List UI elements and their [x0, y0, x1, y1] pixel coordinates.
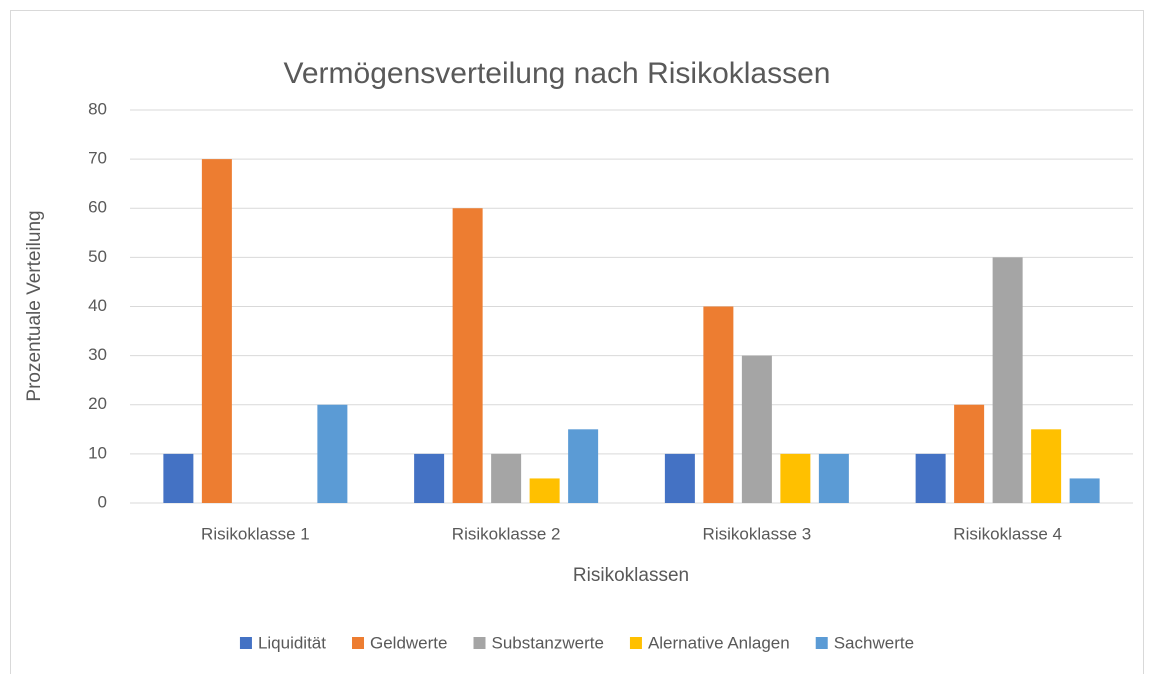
bar	[703, 306, 734, 503]
y-tick-label: 80	[88, 99, 107, 118]
y-tick-label: 20	[88, 394, 107, 413]
legend-label: Alernative Anlagen	[648, 633, 790, 652]
bar	[201, 159, 232, 503]
y-tick-label: 50	[88, 247, 107, 266]
bar	[780, 453, 811, 503]
bar	[452, 208, 483, 503]
x-tick-label: Risikoklasse 1	[201, 524, 310, 543]
y-tick-label: 70	[88, 149, 107, 168]
bar	[568, 429, 599, 503]
bar	[741, 355, 772, 503]
y-tick-label: 10	[88, 443, 107, 462]
bar	[414, 453, 445, 503]
legend-swatch	[352, 637, 365, 649]
y-tick-label: 30	[88, 345, 107, 364]
bar	[992, 257, 1023, 503]
legend-swatch	[815, 637, 828, 649]
legend-swatch	[239, 637, 252, 649]
x-tick-label: Risikoklasse 4	[953, 524, 1062, 543]
bar	[664, 453, 695, 503]
y-tick-label: 40	[88, 296, 107, 315]
x-tick-label: Risikoklasse 2	[452, 524, 561, 543]
bar	[1069, 478, 1100, 503]
bar	[491, 453, 522, 503]
bar	[163, 453, 194, 503]
x-axis-label: Risikoklassen	[573, 565, 689, 586]
bar	[818, 453, 849, 503]
chart-title: Vermögensverteilung nach Risikoklassen	[284, 57, 831, 90]
legend-swatch	[629, 637, 642, 649]
bar	[915, 453, 946, 503]
y-tick-label: 0	[98, 492, 107, 511]
legend-label: Sachwerte	[834, 633, 914, 652]
bar	[317, 404, 348, 503]
legend-label: Substanzwerte	[491, 633, 603, 652]
legend-label: Geldwerte	[370, 633, 447, 652]
y-axis-label: Prozentuale Verteilung	[24, 210, 45, 401]
bar	[1031, 429, 1062, 503]
legend-swatch	[473, 637, 486, 649]
chart-border	[10, 10, 1144, 674]
y-tick-label: 60	[88, 198, 107, 217]
x-tick-label: Risikoklasse 3	[703, 524, 812, 543]
bar	[954, 404, 985, 503]
bar	[529, 478, 560, 503]
legend-label: Liquidität	[258, 633, 326, 652]
